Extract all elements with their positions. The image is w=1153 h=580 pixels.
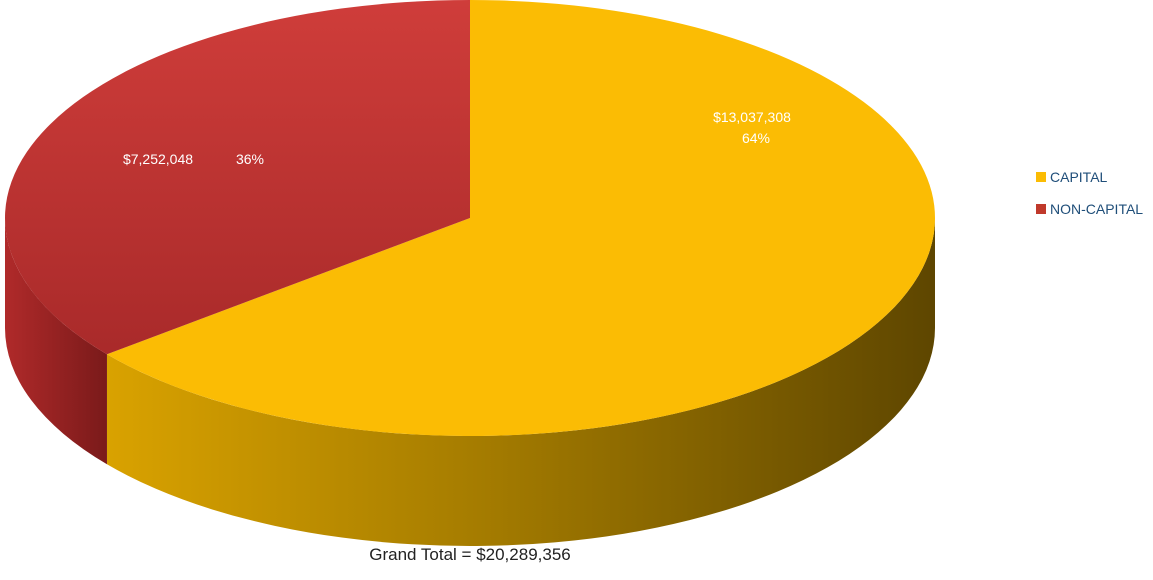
pie-side-capital (106, 218, 936, 546)
data-label-non-capital-value: $7,252,048 (123, 151, 193, 167)
legend-label-non-capital: NON-CAPITAL (1050, 201, 1144, 217)
pie-slice-non-capital (5, 0, 471, 355)
legend-label-capital: CAPITAL (1050, 169, 1108, 185)
grand-total-label: Grand Total = $20,289,356 (369, 545, 571, 564)
pie-slice-capital (106, 0, 935, 436)
data-label-capital-value: $13,037,308 (713, 109, 791, 125)
data-label-capital-percent: 64% (742, 130, 770, 146)
legend-item-capital: CAPITAL (1036, 167, 1143, 187)
chart-legend: CAPITAL NON-CAPITAL (1036, 167, 1143, 231)
legend-item-non-capital: NON-CAPITAL (1036, 199, 1143, 219)
legend-swatch-capital (1036, 172, 1046, 182)
pie-side-non-capital (4, 218, 107, 465)
legend-swatch-non-capital (1036, 204, 1046, 214)
data-label-non-capital-percent: 36% (236, 151, 264, 167)
